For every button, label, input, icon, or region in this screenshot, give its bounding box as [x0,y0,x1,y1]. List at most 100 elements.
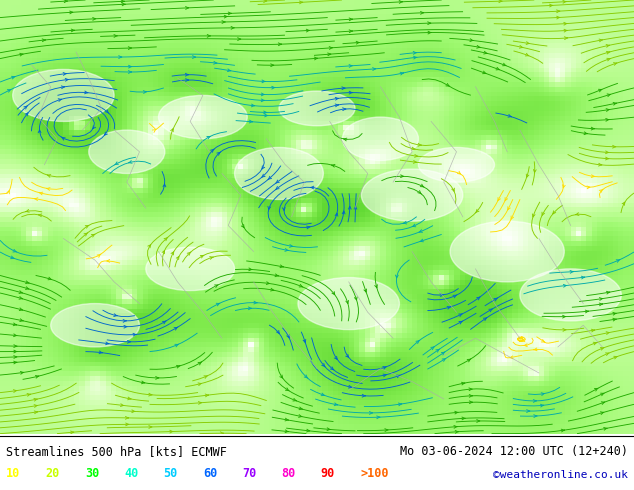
FancyArrowPatch shape [321,393,325,396]
FancyArrowPatch shape [332,165,335,167]
FancyArrowPatch shape [415,154,418,157]
FancyArrowPatch shape [564,29,567,32]
FancyArrowPatch shape [64,0,67,2]
FancyArrowPatch shape [342,87,345,90]
Text: >100: >100 [360,467,389,480]
FancyArrowPatch shape [210,149,214,152]
FancyArrowPatch shape [264,114,268,117]
FancyArrowPatch shape [186,79,189,81]
FancyArrowPatch shape [459,321,463,324]
FancyArrowPatch shape [373,68,376,71]
FancyArrowPatch shape [420,11,424,14]
FancyArrowPatch shape [541,393,545,395]
FancyArrowPatch shape [541,340,545,342]
FancyArrowPatch shape [499,0,502,2]
FancyArrowPatch shape [249,307,252,310]
FancyArrowPatch shape [254,301,257,304]
FancyArrowPatch shape [534,415,537,417]
FancyArrowPatch shape [198,383,202,386]
FancyArrowPatch shape [564,37,567,40]
FancyArrowPatch shape [605,119,609,121]
FancyArrowPatch shape [356,41,359,44]
FancyArrowPatch shape [149,393,152,396]
FancyArrowPatch shape [477,419,480,422]
FancyArrowPatch shape [14,361,17,364]
FancyArrowPatch shape [592,175,595,177]
FancyArrowPatch shape [526,42,529,45]
Ellipse shape [450,221,564,282]
FancyArrowPatch shape [122,3,126,6]
FancyArrowPatch shape [349,91,353,94]
FancyArrowPatch shape [268,176,271,180]
FancyArrowPatch shape [412,224,416,227]
FancyArrowPatch shape [431,346,434,350]
FancyArrowPatch shape [47,174,51,177]
FancyArrowPatch shape [114,35,117,37]
FancyArrowPatch shape [505,197,508,200]
FancyArrowPatch shape [290,245,293,247]
FancyArrowPatch shape [607,94,611,97]
FancyArrowPatch shape [214,61,217,64]
FancyArrowPatch shape [522,339,525,342]
FancyArrowPatch shape [599,303,602,306]
FancyArrowPatch shape [403,221,407,224]
FancyArrowPatch shape [268,206,271,209]
FancyArrowPatch shape [576,213,579,216]
FancyArrowPatch shape [36,375,39,378]
FancyArrowPatch shape [34,405,37,407]
Ellipse shape [520,269,621,321]
FancyArrowPatch shape [462,382,465,385]
FancyArrowPatch shape [332,292,335,294]
FancyArrowPatch shape [455,431,458,433]
FancyArrowPatch shape [299,284,303,287]
FancyArrowPatch shape [84,233,87,236]
FancyArrowPatch shape [419,230,422,232]
FancyArrowPatch shape [442,358,446,362]
FancyArrowPatch shape [8,90,11,92]
FancyArrowPatch shape [25,113,28,116]
FancyArrowPatch shape [335,98,339,100]
FancyArrowPatch shape [26,210,29,212]
FancyArrowPatch shape [413,161,417,163]
FancyArrowPatch shape [93,125,96,129]
FancyArrowPatch shape [99,351,102,354]
Text: 70: 70 [242,467,256,480]
FancyArrowPatch shape [441,352,445,355]
FancyArrowPatch shape [600,412,604,415]
FancyArrowPatch shape [261,174,265,177]
FancyArrowPatch shape [128,47,131,49]
FancyArrowPatch shape [428,31,431,34]
FancyArrowPatch shape [503,63,506,66]
FancyArrowPatch shape [606,51,610,54]
Ellipse shape [361,169,463,221]
FancyArrowPatch shape [452,188,455,191]
FancyArrowPatch shape [330,367,334,370]
FancyArrowPatch shape [335,213,338,216]
FancyArrowPatch shape [328,53,331,56]
Text: Mo 03-06-2024 12:00 UTC (12+240): Mo 03-06-2024 12:00 UTC (12+240) [399,445,628,458]
FancyArrowPatch shape [42,39,46,42]
FancyArrowPatch shape [401,175,404,177]
FancyArrowPatch shape [459,314,462,317]
Text: 50: 50 [164,467,178,480]
FancyArrowPatch shape [19,308,23,311]
FancyArrowPatch shape [508,207,510,210]
FancyArrowPatch shape [533,214,535,217]
FancyArrowPatch shape [249,120,252,123]
FancyArrowPatch shape [303,340,306,343]
FancyArrowPatch shape [276,330,279,334]
FancyArrowPatch shape [238,38,241,41]
FancyArrowPatch shape [34,198,38,200]
FancyArrowPatch shape [396,275,398,278]
FancyArrowPatch shape [605,151,609,154]
FancyArrowPatch shape [411,147,415,150]
FancyArrowPatch shape [613,102,616,105]
FancyArrowPatch shape [141,381,145,384]
FancyArrowPatch shape [61,137,65,140]
FancyArrowPatch shape [469,388,472,391]
FancyArrowPatch shape [20,371,23,374]
FancyArrowPatch shape [508,115,512,117]
FancyArrowPatch shape [170,430,173,433]
FancyArrowPatch shape [304,375,308,378]
FancyArrowPatch shape [467,359,471,362]
